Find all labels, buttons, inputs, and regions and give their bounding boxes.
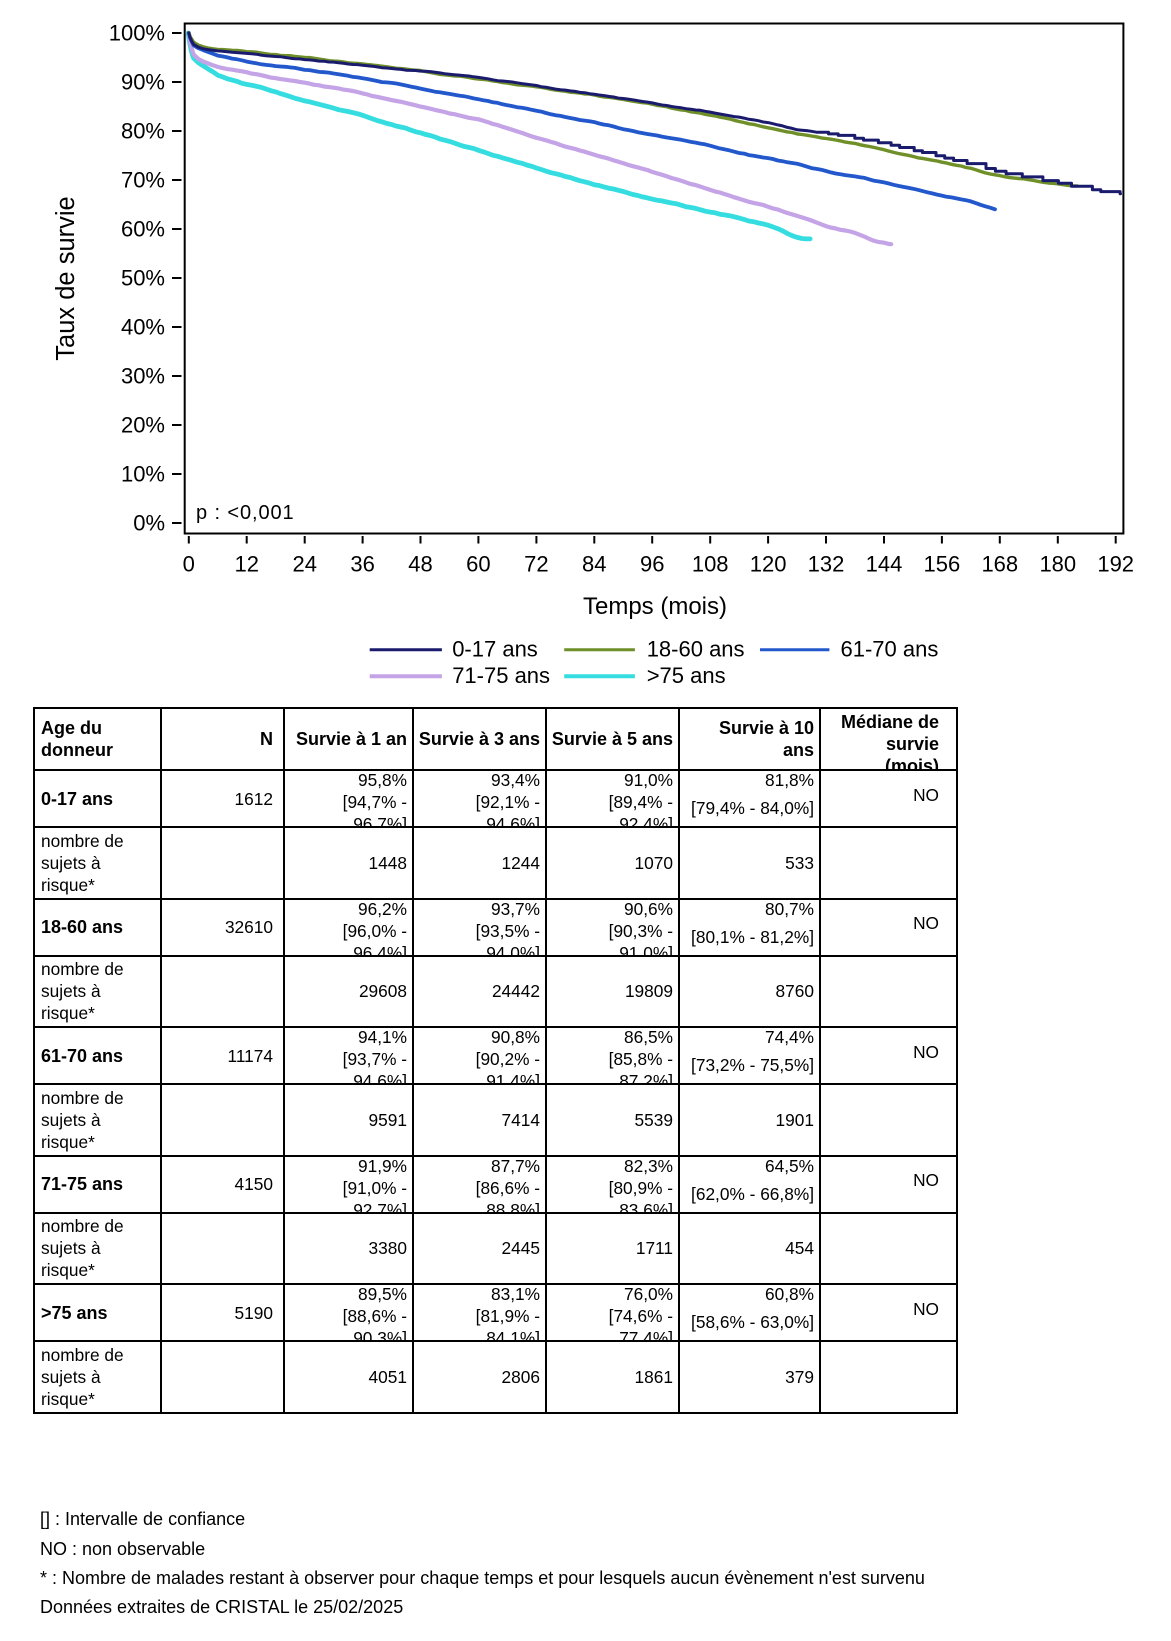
svg-text:24: 24: [292, 552, 316, 577]
svg-text:96: 96: [640, 552, 664, 577]
svg-text:60: 60: [466, 552, 490, 577]
svg-text:100%: 100%: [109, 21, 165, 46]
svg-text:36: 36: [350, 552, 374, 577]
svg-text:90%: 90%: [121, 70, 165, 95]
svg-text:20%: 20%: [121, 413, 165, 438]
svg-text:144: 144: [866, 552, 903, 577]
svg-text:10%: 10%: [121, 462, 165, 487]
svg-text:40%: 40%: [121, 315, 165, 340]
svg-text:108: 108: [692, 552, 729, 577]
svg-text:71-75 ans: 71-75 ans: [452, 663, 550, 688]
svg-text:120: 120: [750, 552, 787, 577]
svg-text:60%: 60%: [121, 217, 165, 242]
svg-text:80%: 80%: [121, 119, 165, 144]
svg-text:61-70 ans: 61-70 ans: [841, 636, 939, 661]
svg-text:0%: 0%: [133, 511, 165, 536]
svg-text:168: 168: [981, 552, 1018, 577]
svg-text:48: 48: [408, 552, 432, 577]
svg-text:180: 180: [1039, 552, 1076, 577]
svg-text:156: 156: [924, 552, 961, 577]
svg-text:>75 ans: >75 ans: [647, 663, 726, 688]
svg-text:132: 132: [808, 552, 845, 577]
svg-text:72: 72: [524, 552, 548, 577]
svg-text:0: 0: [183, 552, 195, 577]
svg-text:Taux de survie: Taux de survie: [52, 196, 80, 360]
svg-text:84: 84: [582, 552, 606, 577]
svg-text:30%: 30%: [121, 364, 165, 389]
svg-text:Temps (mois): Temps (mois): [583, 593, 727, 620]
svg-text:50%: 50%: [121, 266, 165, 291]
svg-text:p : <0,001: p : <0,001: [196, 502, 295, 524]
svg-text:18-60 ans: 18-60 ans: [647, 636, 745, 661]
svg-text:192: 192: [1097, 552, 1134, 577]
svg-text:70%: 70%: [121, 168, 165, 193]
svg-text:0-17 ans: 0-17 ans: [452, 636, 538, 661]
svg-text:12: 12: [234, 552, 258, 577]
